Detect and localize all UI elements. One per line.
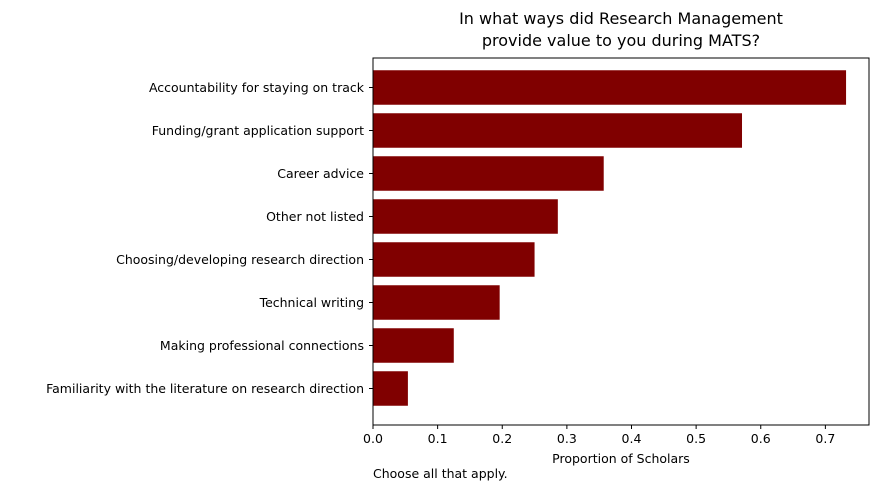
bar [373, 242, 535, 277]
bar [373, 156, 604, 191]
y-tick-label: Accountability for staying on track [149, 80, 365, 95]
x-tick-label: 0.7 [815, 431, 835, 446]
x-axis-label: Proportion of Scholars [552, 451, 690, 466]
bars-group [373, 70, 847, 406]
y-tick-label: Familiarity with the literature on resea… [46, 381, 364, 396]
x-tick-label: 0.3 [557, 431, 577, 446]
x-tick-label: 0.1 [428, 431, 448, 446]
y-tick-label: Funding/grant application support [152, 123, 364, 138]
x-tick-label: 0.5 [686, 431, 706, 446]
y-tick-label: Other not listed [266, 209, 364, 224]
chart-note: Choose all that apply. [373, 466, 508, 481]
x-tick-label: 0.2 [492, 431, 512, 446]
bar [373, 285, 500, 320]
plot-frame [372, 57, 870, 426]
x-axis-ticks: 0.0 0.1 0.2 0.3 0.4 0.5 0.6 0.7 [363, 425, 835, 446]
bar [373, 328, 454, 363]
bar [373, 371, 408, 406]
y-tick-label: Choosing/developing research direction [116, 252, 364, 267]
x-tick-label: 0.6 [751, 431, 771, 446]
y-tick-label: Making professional connections [160, 338, 364, 353]
x-tick-label: 0.4 [622, 431, 642, 446]
bar [373, 199, 558, 234]
bar [373, 70, 847, 105]
chart-title-line-1: In what ways did Research Management [459, 9, 783, 28]
bar [373, 113, 743, 148]
chart-title-line-2: provide value to you during MATS? [482, 31, 760, 50]
x-tick-label: 0.0 [363, 431, 383, 446]
y-axis-ticks: Accountability for staying on track Fundi… [46, 80, 373, 396]
y-tick-label: Technical writing [259, 295, 364, 310]
y-tick-label: Career advice [277, 166, 364, 181]
